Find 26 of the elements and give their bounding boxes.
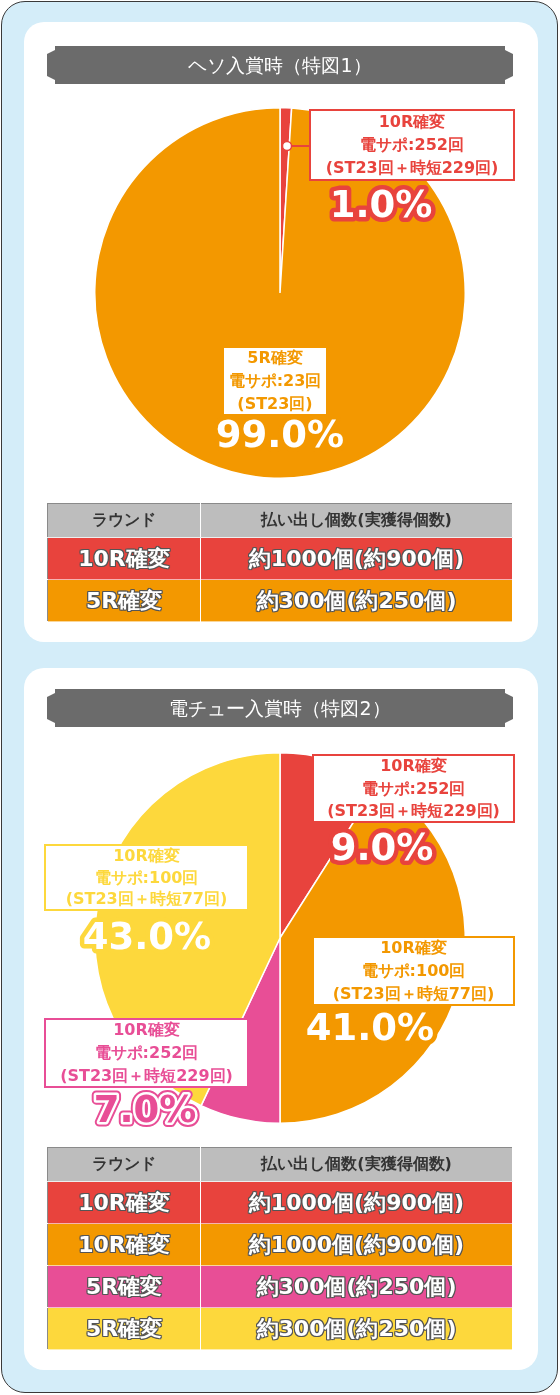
text: 約300個(約250個) bbox=[256, 587, 457, 613]
data-label: 1.0% bbox=[329, 183, 433, 226]
data-label: 99.0% bbox=[215, 413, 345, 456]
category-label: 5R確変 bbox=[47, 1265, 201, 1308]
category-label: 5R確変 bbox=[47, 1307, 201, 1350]
text: 約1000個(約900個) bbox=[248, 1189, 465, 1215]
category-label: 5R確変 bbox=[47, 579, 201, 622]
slice-label: 10R確変電サポ:100回(ST23回＋時短77回) bbox=[332, 938, 495, 1003]
slice-label: 5R確変電サポ:23回(ST23回) bbox=[228, 348, 322, 413]
slice-label: 10R確変電サポ:252回(ST23回＋時短229回) bbox=[325, 111, 499, 178]
data-label: 41.0% bbox=[305, 1006, 435, 1049]
category-label: 10R確変 bbox=[47, 537, 201, 580]
text: ラウンド bbox=[47, 1147, 201, 1182]
text: 約1000個(約900個) bbox=[248, 545, 465, 571]
text: ラウンド bbox=[47, 503, 201, 538]
slice-label: 10R確変電サポ:252回(ST23回＋時短229回) bbox=[327, 756, 500, 820]
text: 払い出し個数(実獲得個数) bbox=[200, 1147, 513, 1182]
text: 約300個(約250個) bbox=[256, 1315, 457, 1341]
text: 払い出し個数(実獲得個数) bbox=[200, 503, 513, 538]
text: 約1000個(約900個) bbox=[248, 1231, 465, 1257]
slice-label: 10R確変電サポ:100回(ST23回＋時短77回) bbox=[65, 845, 228, 909]
text: 約300個(約250個) bbox=[256, 1273, 457, 1299]
category-label: 10R確変 bbox=[47, 1181, 201, 1224]
slice-label: 10R確変電サポ:252回(ST23回＋時短229回) bbox=[60, 1020, 233, 1085]
data-label: 7.0% bbox=[93, 1088, 197, 1131]
category-label: 10R確変 bbox=[47, 1223, 201, 1266]
